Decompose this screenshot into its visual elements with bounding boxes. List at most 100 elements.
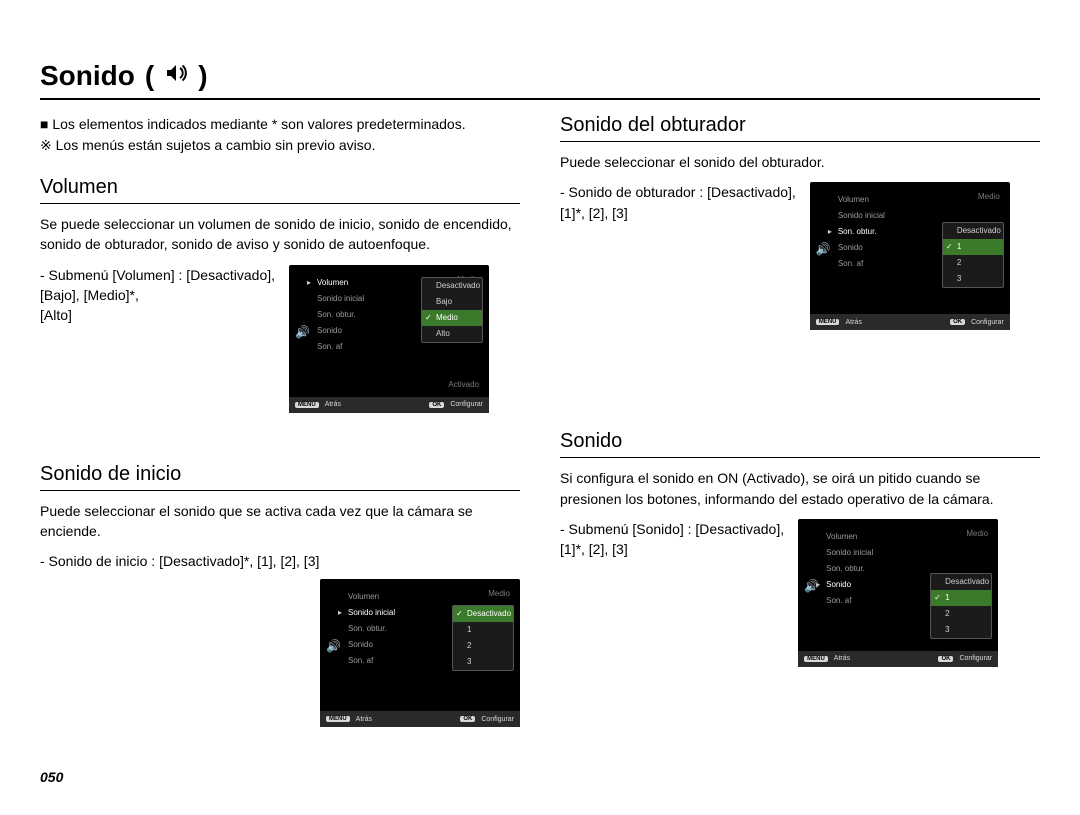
lcd-footer: MENU Atrás OK Configurar [798, 651, 998, 667]
lcd-menu-item[interactable]: Sonido inicial [826, 545, 936, 561]
lcd-menu-item[interactable]: Son. obtur. [838, 224, 948, 240]
lcd-popup-option[interactable]: Alto [422, 326, 482, 342]
submenu-row-obturador: - Sonido de obturador : [Desactivado], [… [560, 182, 1040, 330]
page-title: Sonido ( ) [40, 60, 1040, 100]
lcd-menu-list: VolumenSonido inicialSon. obtur.SonidoSo… [838, 192, 948, 272]
lcd-popup-option[interactable]: 1 [453, 622, 513, 638]
lcd-popup-option[interactable]: Desactivado [453, 606, 513, 622]
section-desc-volumen: Se puede seleccionar un volumen de sonid… [40, 214, 520, 255]
lcd-right-value: Medio [978, 192, 1000, 201]
title-text: Sonido [40, 60, 135, 92]
note-text-1: Los elementos indicados mediante * son v… [52, 116, 465, 132]
lcd-menu-item[interactable]: Son. af [317, 339, 427, 355]
lcd-menu-list: VolumenSonido inicialSon. obtur.SonidoSo… [826, 529, 936, 609]
lcd-popup-option[interactable]: 1 [931, 590, 991, 606]
ok-button[interactable]: OK [429, 402, 444, 408]
note-line-1: ■ Los elementos indicados mediante * son… [40, 114, 520, 135]
lcd-selection-indicator: ▸ [338, 608, 342, 617]
lcd-menu-list: VolumenSonido inicialSon. obtur.SonidoSo… [348, 589, 458, 669]
lcd-volumen: Medio▸VolumenSonido inicialSon. obtur.So… [289, 265, 489, 413]
menu-button[interactable]: MENU [326, 716, 350, 722]
lcd-right-value: Medio [966, 529, 988, 538]
section-title-sonido-inicio: Sonido de inicio [40, 463, 520, 491]
lcd-selection-indicator: ▸ [307, 278, 311, 287]
lcd-menu-item[interactable]: Volumen [317, 275, 427, 291]
ok-button[interactable]: OK [460, 716, 475, 722]
lcd-right-value: Medio [488, 589, 510, 598]
lcd-menu-item[interactable]: Son. obtur. [317, 307, 427, 323]
section-desc-sonido: Si configura el sonido en ON (Activado),… [560, 468, 1040, 509]
lcd-popup-option[interactable]: 3 [931, 622, 991, 638]
submenu-text-sonido-inicio: - Sonido de inicio : [Desactivado]*, [1]… [40, 551, 520, 571]
speaker-icon: 🔊 [804, 579, 819, 593]
section-title-obturador: Sonido del obturador [560, 114, 1040, 142]
lcd-sonido-inicio: Medio▸VolumenSonido inicialSon. obtur.So… [320, 579, 520, 727]
footer-ok-label: Configurar [450, 401, 483, 408]
lcd-menu-item[interactable]: Sonido [348, 637, 458, 653]
ok-button[interactable]: OK [938, 656, 953, 662]
menu-button[interactable]: MENU [816, 319, 840, 325]
page-number: 050 [40, 769, 63, 785]
lcd-right-bottom-value: Activado [448, 380, 479, 389]
lcd-menu-item[interactable]: Son. obtur. [826, 561, 936, 577]
speaker-icon: 🔊 [295, 325, 310, 339]
ok-button[interactable]: OK [950, 319, 965, 325]
lcd-menu-item[interactable]: Sonido inicial [838, 208, 948, 224]
lcd-menu-list: VolumenSonido inicialSon. obtur.SonidoSo… [317, 275, 427, 355]
submenu-text-sonido: - Submenú [Sonido] : [Desactivado], [1]*… [560, 519, 784, 560]
speaker-icon: 🔊 [816, 242, 831, 256]
lcd-popup-option[interactable]: 2 [943, 255, 1003, 271]
lcd-popup-option[interactable]: 3 [943, 271, 1003, 287]
lcd-popup-option[interactable]: 2 [931, 606, 991, 622]
lcd-popup-option[interactable]: 1 [943, 239, 1003, 255]
lcd-menu-item[interactable]: Sonido [317, 323, 427, 339]
lcd-menu-item[interactable]: Sonido [838, 240, 948, 256]
lcd-menu-item[interactable]: Son. af [826, 593, 936, 609]
footer-ok-label: Configurar [959, 655, 992, 662]
section-title-volumen: Volumen [40, 176, 520, 204]
menu-button[interactable]: MENU [804, 656, 828, 662]
section-desc-sonido-inicio: Puede seleccionar el sonido que se activ… [40, 501, 520, 542]
lcd-popup-option[interactable]: 3 [453, 654, 513, 670]
left-column: ■ Los elementos indicados mediante * son… [40, 114, 520, 727]
lcd-popup-option[interactable]: Desactivado [931, 574, 991, 590]
lcd-selection-indicator: ▸ [828, 227, 832, 236]
speaker-icon: 🔊 [326, 639, 341, 653]
lcd-menu-item[interactable]: Sonido inicial [348, 605, 458, 621]
lcd-menu-item[interactable]: Sonido [826, 577, 936, 593]
section-desc-obturador: Puede seleccionar el sonido del obturado… [560, 152, 1040, 172]
submenu-row-sonido: - Submenú [Sonido] : [Desactivado], [1]*… [560, 519, 1040, 667]
lcd-menu-item[interactable]: Volumen [838, 192, 948, 208]
lcd-footer: MENU Atrás OK Configurar [289, 397, 489, 413]
lcd-popup-option[interactable]: Medio [422, 310, 482, 326]
lcd-popup-option[interactable]: Bajo [422, 294, 482, 310]
submenu-text-obturador: - Sonido de obturador : [Desactivado], [… [560, 182, 796, 223]
footer-back-label: Atrás [845, 319, 861, 326]
menu-button[interactable]: MENU [295, 402, 319, 408]
lcd-popup-option[interactable]: Desactivado [422, 278, 482, 294]
lcd-menu-item[interactable]: Volumen [348, 589, 458, 605]
section-title-sonido: Sonido [560, 430, 1040, 458]
lcd-menu-item[interactable]: Son. af [348, 653, 458, 669]
note-marker-2: ※ [40, 137, 52, 153]
title-open-paren: ( [145, 60, 154, 92]
notes-block: ■ Los elementos indicados mediante * son… [40, 114, 520, 156]
right-column: Sonido del obturador Puede seleccionar e… [560, 114, 1040, 727]
lcd-obturador: Medio▸VolumenSonido inicialSon. obtur.So… [810, 182, 1010, 330]
submenu-text-volumen: - Submenú [Volumen] : [Desactivado], [Ba… [40, 265, 275, 326]
lcd-popup: Desactivado123 [930, 573, 992, 639]
footer-back-label: Atrás [834, 655, 850, 662]
submenu-row-volumen: - Submenú [Volumen] : [Desactivado], [Ba… [40, 265, 520, 413]
lcd-menu-item[interactable]: Volumen [826, 529, 936, 545]
speaker-icon [164, 61, 188, 92]
footer-ok-label: Configurar [481, 716, 514, 723]
footer-back-label: Atrás [356, 716, 372, 723]
lcd-menu-item[interactable]: Son. af [838, 256, 948, 272]
lcd-popup-option[interactable]: 2 [453, 638, 513, 654]
lcd-menu-item[interactable]: Sonido inicial [317, 291, 427, 307]
lcd-popup: DesactivadoBajoMedioAlto [421, 277, 483, 343]
title-close-paren: ) [198, 60, 207, 92]
lcd-menu-item[interactable]: Son. obtur. [348, 621, 458, 637]
lcd-popup-option[interactable]: Desactivado [943, 223, 1003, 239]
footer-back-label: Atrás [325, 401, 341, 408]
